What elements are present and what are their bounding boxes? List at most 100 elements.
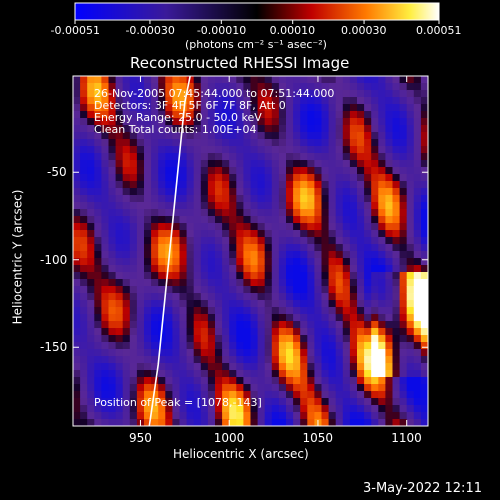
heatmap-cell	[293, 398, 301, 406]
heatmap-cell	[278, 237, 287, 245]
heatmap-cell	[165, 153, 173, 161]
heatmap-cell	[236, 223, 244, 231]
heatmap-cell	[243, 160, 251, 168]
heatmap-cell	[371, 272, 379, 280]
heatmap-cell	[172, 419, 180, 427]
heatmap-cell	[314, 153, 322, 161]
heatmap-cell	[101, 398, 109, 406]
heatmap-cell	[115, 195, 124, 203]
heatmap-cell	[144, 328, 152, 336]
heatmap-cell	[200, 90, 209, 98]
heatmap-cell	[200, 111, 209, 119]
heatmap-cell	[243, 104, 251, 112]
heatmap-cell	[222, 314, 230, 322]
heatmap-cell	[342, 265, 351, 273]
heatmap-cell	[271, 209, 280, 217]
heatmap-cell	[293, 384, 301, 392]
heatmap-cell	[136, 328, 145, 336]
heatmap-cell	[357, 167, 365, 175]
heatmap-cell	[307, 111, 315, 119]
heatmap-cell	[229, 76, 237, 84]
heatmap-cell	[399, 125, 408, 133]
heatmap-cell	[264, 321, 273, 329]
heatmap-cell	[307, 405, 315, 413]
heatmap-cell	[87, 279, 95, 287]
heatmap-cell	[108, 90, 117, 98]
heatmap-cell	[364, 300, 372, 308]
heatmap-cell	[172, 286, 180, 294]
heatmap-cell	[101, 314, 109, 322]
heatmap-cell	[222, 230, 230, 238]
heatmap-cell	[222, 244, 230, 252]
heatmap-cell	[286, 132, 294, 140]
heatmap-cell	[73, 272, 81, 280]
heatmap-cell	[300, 321, 308, 329]
heatmap-cell	[73, 104, 81, 112]
heatmap-cell	[222, 139, 230, 147]
heatmap-cell	[264, 139, 273, 147]
heatmap-cell	[229, 160, 237, 168]
heatmap-cell	[115, 132, 124, 140]
heatmap-cell	[250, 412, 259, 420]
heatmap-cell	[335, 300, 344, 308]
heatmap-cell	[278, 202, 287, 210]
heatmap-cell	[243, 328, 251, 336]
heatmap-cell	[193, 76, 202, 84]
heatmap-cell	[122, 139, 131, 147]
colorbar-tick-label: -0.00051	[50, 24, 100, 37]
heatmap-cell	[200, 412, 209, 420]
heatmap-cell	[115, 174, 124, 182]
heatmap-cell	[271, 286, 280, 294]
colorbar-tick-label: -0.00010	[196, 24, 247, 37]
heatmap-cell	[321, 363, 330, 371]
heatmap-cell	[250, 419, 259, 427]
heatmap-cell	[172, 384, 180, 392]
heatmap-cell	[122, 195, 131, 203]
heatmap-cell	[257, 76, 266, 84]
heatmap-cell	[236, 356, 244, 364]
heatmap-cell	[406, 412, 415, 420]
heatmap-cell	[179, 174, 188, 182]
heatmap-cell	[286, 202, 294, 210]
heatmap-cell	[264, 363, 273, 371]
heatmap-cell	[293, 328, 301, 336]
heatmap-cell	[151, 237, 159, 245]
heatmap-cell	[413, 398, 422, 406]
heatmap-cell	[87, 307, 95, 315]
heatmap-cell	[406, 90, 415, 98]
heatmap-cell	[207, 209, 216, 217]
heatmap-cell	[378, 132, 386, 140]
heatmap-cell	[399, 293, 408, 301]
heatmap-cell	[300, 391, 308, 399]
heatmap-cell	[293, 90, 301, 98]
heatmap-cell	[392, 153, 401, 161]
heatmap-cell	[278, 167, 287, 175]
chart-title: Reconstructed RHESSI Image	[130, 54, 350, 72]
heatmap-cell	[307, 398, 315, 406]
heatmap-cell	[250, 146, 259, 154]
heatmap-cell	[200, 356, 209, 364]
heatmap-cell	[200, 195, 209, 203]
heatmap-cell	[200, 272, 209, 280]
heatmap-cell	[101, 209, 109, 217]
heatmap-cell	[186, 349, 195, 357]
heatmap-cell	[243, 272, 251, 280]
heatmap-cell	[321, 174, 330, 182]
heatmap-cell	[108, 363, 117, 371]
heatmap-cell	[420, 356, 429, 364]
heatmap-cell	[378, 237, 386, 245]
heatmap-cell	[101, 111, 109, 119]
heatmap-cell	[371, 160, 379, 168]
heatmap-cell	[406, 321, 415, 329]
heatmap-cell	[243, 258, 251, 266]
heatmap-cell	[115, 251, 124, 259]
heatmap-cell	[236, 139, 244, 147]
heatmap-cell	[122, 293, 131, 301]
heatmap-cell	[186, 265, 195, 273]
heatmap-cell	[364, 181, 372, 189]
heatmap-cell	[215, 349, 223, 357]
heatmap-cell	[200, 146, 209, 154]
heatmap-cell	[101, 279, 109, 287]
heatmap-cell	[229, 181, 237, 189]
heatmap-cell	[257, 216, 266, 224]
